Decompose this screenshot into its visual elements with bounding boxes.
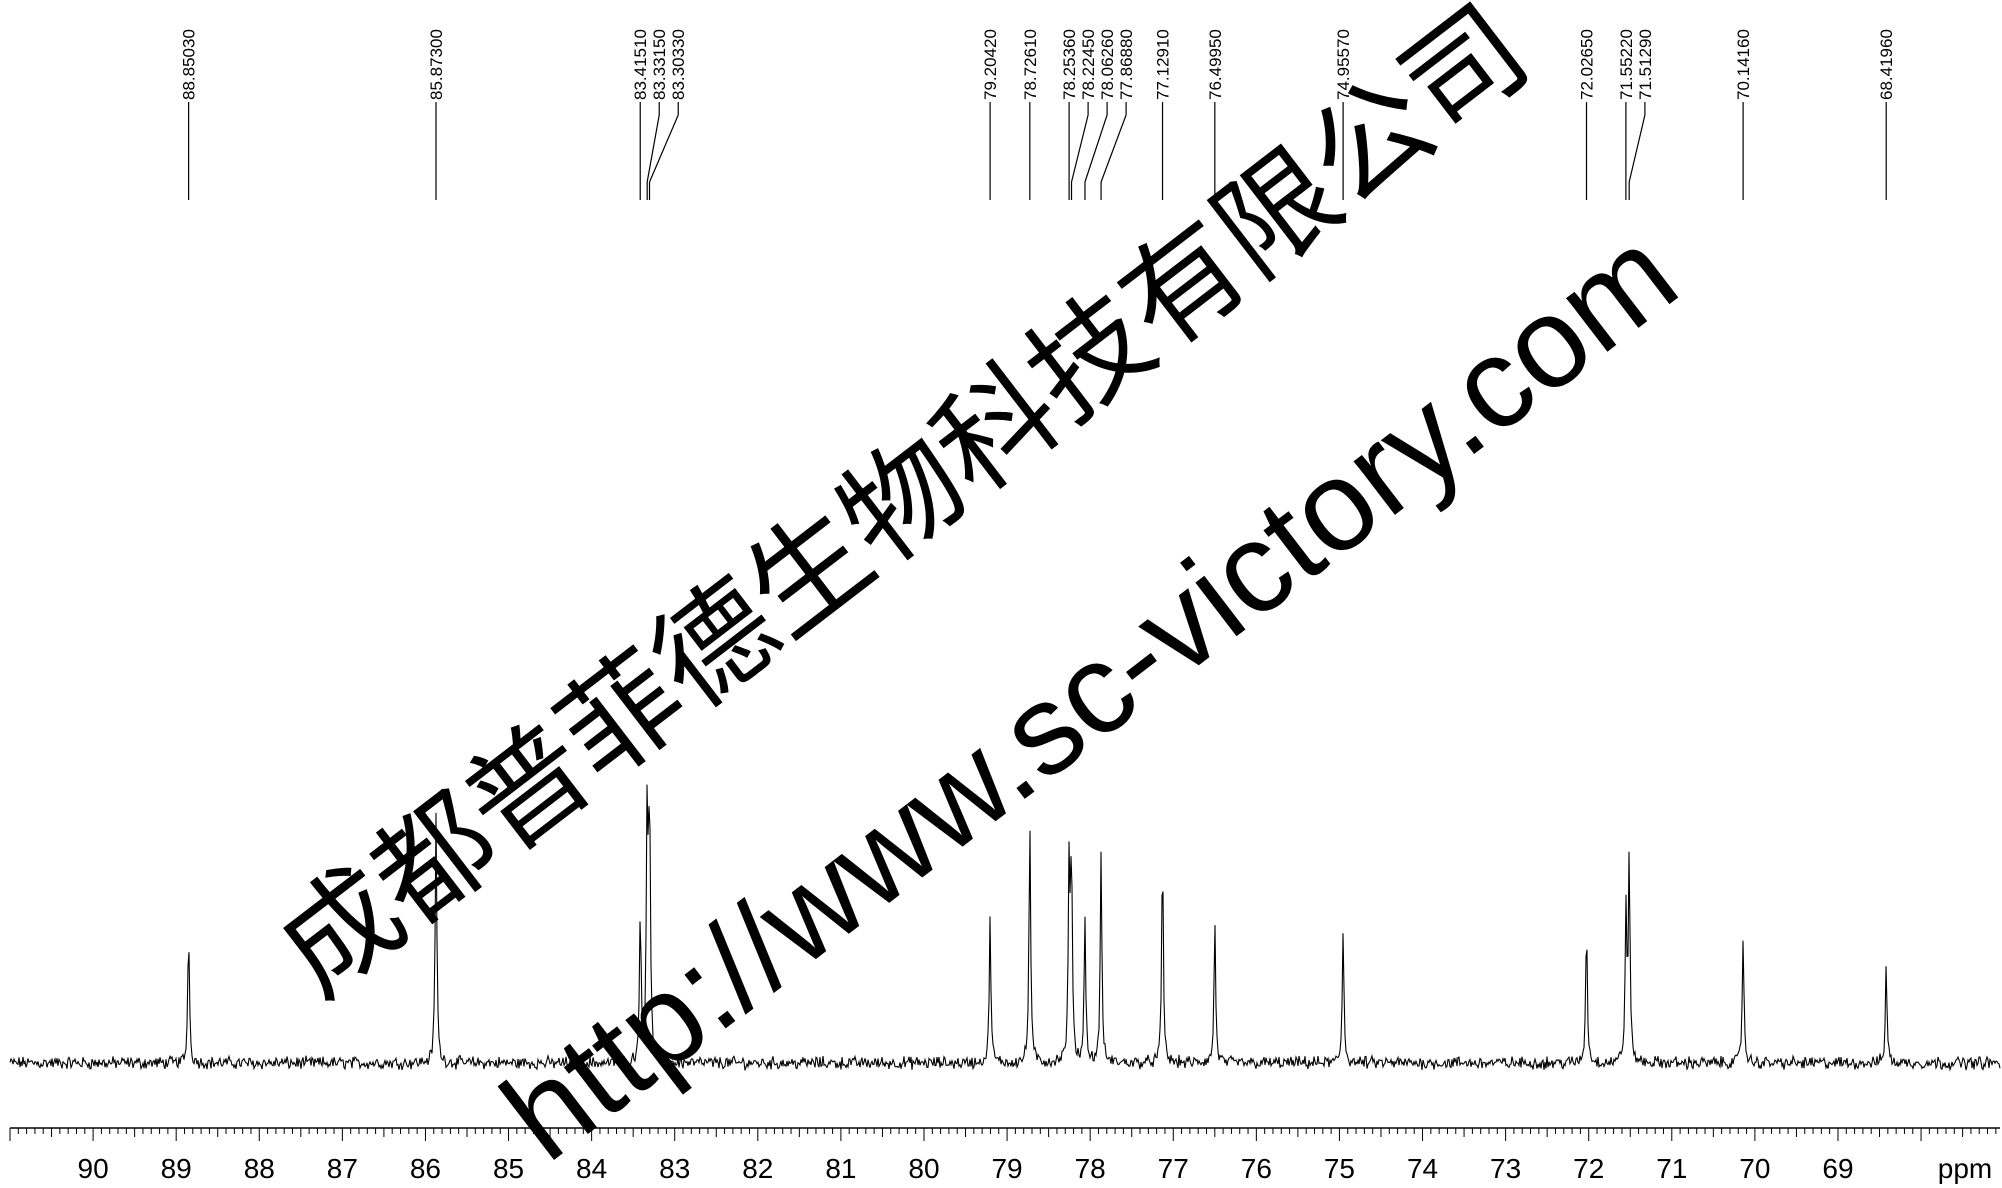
peak-label: 76.49950: [1206, 29, 1225, 100]
peak-marker: 83.33150: [646, 29, 669, 200]
peak-label-layer: 88.85030 85.87300 83.41510 83.33150 83.30330…: [180, 29, 1896, 200]
peak-label: 83.41510: [631, 29, 650, 100]
peak-leader-slant: [1070, 114, 1089, 183]
peak-leader-slant: [1100, 114, 1127, 183]
peak-marker: 78.72610: [1021, 29, 1040, 200]
peak-marker: 83.41510: [631, 29, 650, 200]
peak-marker: 77.12910: [1154, 29, 1173, 200]
x-tick-label: 86: [410, 1153, 441, 1184]
x-tick-label: 80: [908, 1153, 939, 1184]
peak-leader-slant: [648, 114, 679, 183]
x-tick-label: 79: [991, 1153, 1022, 1184]
peak-marker: 77.86880: [1100, 29, 1136, 200]
x-tick-label: 74: [1407, 1153, 1438, 1184]
spectrum-trace-layer: [9, 784, 2001, 1072]
spectrum-trace: [9, 784, 2001, 1072]
x-tick-label: 89: [161, 1153, 192, 1184]
peak-label: 78.22450: [1079, 29, 1098, 100]
peak-marker: 70.14160: [1734, 29, 1753, 200]
peak-marker: 78.06260: [1084, 29, 1117, 200]
peak-marker: 83.30330: [648, 29, 688, 200]
x-tick-label: 78: [1075, 1153, 1106, 1184]
peak-label: 85.87300: [427, 29, 446, 100]
x-tick-label: 71: [1656, 1153, 1687, 1184]
peak-marker: 88.85030: [180, 29, 199, 200]
peak-label: 88.85030: [180, 29, 199, 100]
peak-marker: 71.55220: [1617, 29, 1636, 200]
x-tick-label: 81: [825, 1153, 856, 1184]
peak-marker: 74.95570: [1334, 29, 1353, 200]
peak-marker: 68.41960: [1877, 29, 1896, 200]
x-tick-label: 83: [659, 1153, 690, 1184]
x-tick-label: 88: [244, 1153, 275, 1184]
peak-label: 70.14160: [1734, 29, 1753, 100]
peak-marker: 76.49950: [1206, 29, 1225, 200]
peak-marker: 78.25360: [1060, 29, 1079, 200]
x-tick-label: 73: [1490, 1153, 1521, 1184]
peak-label: 78.06260: [1098, 29, 1117, 100]
peak-leader-slant: [1084, 114, 1108, 183]
x-axis: 90 89 88 87 86 85 84 83 82 81 80 79 78 77 76 75 74 73 72 71…: [9, 1127, 2000, 1184]
peak-marker: 85.87300: [427, 29, 446, 200]
peak-leader-slant: [646, 114, 660, 183]
x-tick-label: 85: [493, 1153, 524, 1184]
peak-marker: 79.20420: [981, 29, 1000, 200]
peak-label: 78.25360: [1060, 29, 1079, 100]
x-tick-label: 82: [742, 1153, 773, 1184]
x-tick-label: 75: [1324, 1153, 1355, 1184]
peak-label: 83.30330: [669, 29, 688, 100]
x-tick-label: 84: [576, 1153, 607, 1184]
peak-label: 71.51290: [1636, 29, 1655, 100]
peak-label: 68.41960: [1877, 29, 1896, 100]
peak-marker: 78.22450: [1070, 29, 1098, 200]
x-tick-label: 70: [1739, 1153, 1770, 1184]
peak-label: 71.55220: [1617, 29, 1636, 100]
peak-marker: 72.02650: [1578, 29, 1597, 200]
peak-label: 77.12910: [1154, 29, 1173, 100]
x-tick-label: 87: [327, 1153, 358, 1184]
x-tick-label: 90: [78, 1153, 109, 1184]
peak-marker: 71.51290: [1628, 29, 1655, 200]
x-axis-unit-label: ppm: [1938, 1153, 1992, 1184]
x-tick-label: 76: [1241, 1153, 1272, 1184]
x-tick-label: 69: [1822, 1153, 1853, 1184]
peak-label: 74.95570: [1334, 29, 1353, 100]
peak-label: 83.33150: [650, 29, 669, 100]
watermark: 成都普菲德生物科技有限公司 http://www.sc-victory.com: [255, 0, 1702, 1188]
peak-leader-slant: [1628, 114, 1646, 183]
peak-label: 72.02650: [1578, 29, 1597, 100]
peak-label: 77.86880: [1117, 29, 1136, 100]
peak-label: 79.20420: [981, 29, 1000, 100]
x-tick-label: 72: [1573, 1153, 1604, 1184]
x-tick-label: 77: [1158, 1153, 1189, 1184]
peak-label: 78.72610: [1021, 29, 1040, 100]
